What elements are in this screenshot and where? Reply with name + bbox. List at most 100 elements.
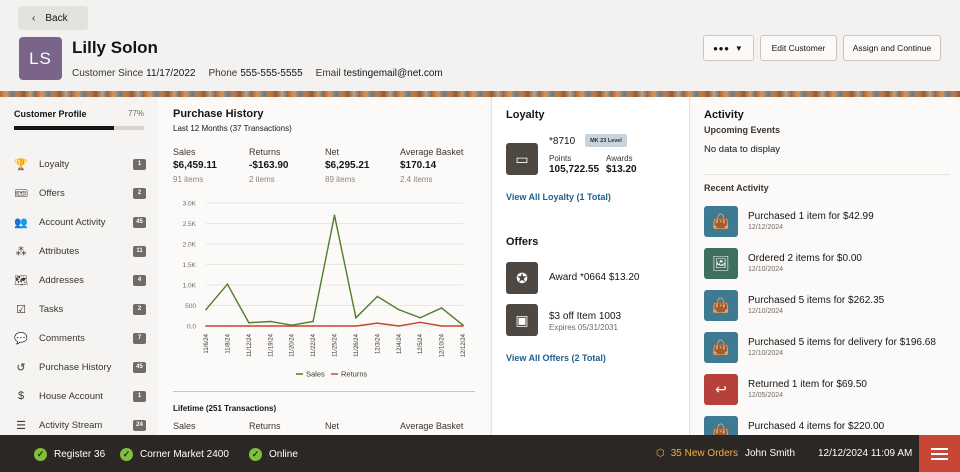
phone-label: Phone: [208, 68, 238, 79]
sidebar-item-label: Attributes: [39, 245, 80, 257]
edit-customer-button[interactable]: Edit Customer: [760, 35, 837, 61]
current-datetime: 12/12/2024 11:09 AM: [818, 448, 913, 459]
data-point-sales: [440, 307, 443, 309]
stat-items: 91 items: [173, 175, 204, 184]
sidebar-item-purchase-history[interactable]: ↺ Purchase History 45: [14, 358, 146, 376]
awards-value: $13.20: [606, 164, 637, 175]
count-badge: 45: [133, 216, 146, 228]
offer-text[interactable]: $3 off Item 1003: [549, 311, 622, 322]
stream-icon: ☰: [16, 419, 26, 432]
sidebar-item-label: Activity Stream: [39, 419, 103, 431]
new-orders-label: 35 New Orders: [670, 448, 738, 459]
lifetime-title: Lifetime (251 Transactions): [173, 404, 277, 413]
coupon-offer-icon[interactable]: ▣: [506, 304, 538, 336]
since-value: 11/17/2022: [146, 68, 196, 79]
dollar-icon: $: [17, 390, 25, 402]
stat-items: 2.4 items: [400, 175, 433, 184]
view-all-loyalty-link[interactable]: View All Loyalty (1 Total): [506, 192, 611, 202]
customer-header: ‹ Back LS Lilly Solon Customer Since 11/1…: [0, 0, 960, 91]
stat-value: $6,459.11: [173, 160, 217, 171]
register-status: ✓ Register 36: [34, 448, 105, 461]
activity-title: Purchased 4 items for $220.00: [748, 421, 885, 432]
chevron-left-icon: ‹: [32, 12, 36, 24]
legend-label: Returns: [341, 370, 368, 379]
history-icon: ↺: [16, 361, 26, 374]
sidebar-item-offers[interactable]: 🎟 Offers 2: [14, 184, 146, 202]
data-point-sales: [397, 308, 400, 311]
activity-item[interactable]: ↩ Returned 1 item for $69.50 12/05/2024: [704, 374, 944, 407]
sidebar-item-house-account[interactable]: $ House Account 1: [14, 387, 146, 405]
profile-progress: [14, 126, 144, 130]
decorative-banner: [0, 91, 960, 97]
count-badge: 45: [133, 361, 146, 373]
activity-date: 12/10/2024: [748, 266, 784, 273]
x-tick-label: 11/8/24: [225, 333, 231, 353]
since-label: Customer Since: [72, 68, 144, 79]
purchase-chart: 0.0 500 1.0K 1.5K 2.0K 2.5K 3.0K 11/6/24 11/8/24…: [183, 201, 467, 379]
data-point-returns: [440, 325, 443, 327]
sidebar-item-activity-stream[interactable]: ☰ Activity Stream 24: [14, 416, 146, 434]
current-user: John Smith: [745, 448, 796, 459]
award-offer-icon[interactable]: ✪: [506, 262, 538, 294]
profile-sidebar: Customer Profile 77% 🏆 Loyalty 1 🎟 Offers 2 👥 A…: [0, 97, 158, 435]
activity-item[interactable]: 👜 Purchased 1 item for $42.99 12/12/2024: [704, 206, 944, 239]
activity-item[interactable]: 👜 Purchased 5 items for $262.35 12/10/2024: [704, 290, 944, 323]
back-button[interactable]: ‹ Back: [18, 6, 88, 30]
bag-icon: 👜: [704, 332, 738, 363]
phone-value: 555-555-5555: [240, 68, 303, 79]
store-status: ✓ Corner Market 2400: [120, 448, 229, 461]
x-tick-label: 12/4/24: [397, 333, 403, 354]
purchase-history-subtitle: Last 12 Months (37 Transactions): [173, 124, 292, 133]
data-point-returns: [226, 325, 229, 327]
upcoming-events-label: Upcoming Events: [704, 125, 781, 135]
data-point-sales: [419, 317, 421, 319]
data-point-returns: [376, 322, 379, 324]
activity-title: Purchased 1 item for $42.99: [748, 211, 874, 222]
sidebar-item-loyalty[interactable]: 🏆 Loyalty 1: [14, 155, 146, 173]
check-circle-icon: ✓: [34, 448, 47, 461]
new-orders-indicator[interactable]: ⬡ 35 New Orders: [656, 448, 738, 459]
register-label: Register 36: [54, 449, 106, 460]
activity-title: Returned 1 item for $69.50: [748, 379, 867, 390]
sidebar-item-account-activity[interactable]: 👥 Account Activity 45: [14, 213, 146, 231]
data-point-sales: [226, 283, 229, 285]
data-point-returns: [462, 325, 464, 327]
y-tick-label: 2.0K: [183, 242, 197, 249]
sidebar-item-label: Comments: [39, 332, 85, 344]
activity-date: 12/05/2024: [748, 392, 784, 399]
return-icon: ↩: [704, 374, 738, 405]
data-point-sales: [333, 214, 336, 217]
sidebar-item-addresses[interactable]: 🗺 Addresses 4: [14, 271, 146, 289]
email-label: Email: [315, 68, 341, 79]
sidebar-item-label: Loyalty: [39, 158, 70, 170]
sidebar-item-tasks[interactable]: ☑ Tasks 2: [14, 300, 146, 318]
box-icon: ⬡: [656, 448, 665, 459]
loyalty-offers-panel: Loyalty ▭ *8710 MK 23 Level Points 105,7…: [491, 97, 690, 435]
data-point-returns: [333, 325, 336, 327]
x-tick-label: 11/26/24: [354, 333, 360, 357]
divider: [173, 391, 475, 392]
more-actions-button[interactable]: ••• ▼: [703, 35, 754, 61]
x-tick-label: 11/22/24: [311, 333, 317, 357]
y-tick-label: 1.0K: [183, 283, 197, 290]
loyalty-title: Loyalty: [506, 109, 545, 121]
x-tick-label: 11/25/24: [333, 333, 339, 357]
activity-item[interactable]: 🖼 Ordered 2 items for $0.00 12/10/2024: [704, 248, 944, 281]
activity-item[interactable]: 👜 Purchased 5 items for delivery for $196…: [704, 332, 944, 365]
stat-label: Average Basket: [400, 147, 464, 157]
offer-text[interactable]: Award *0664 $13.20: [549, 272, 640, 283]
lifetime-label: Sales: [173, 421, 196, 431]
assign-continue-button[interactable]: Assign and Continue: [843, 35, 941, 61]
status-bar: ✓ Register 36 ✓ Corner Market 2400 ✓ Onl…: [0, 435, 960, 472]
data-point-returns: [312, 325, 314, 327]
data-point-sales: [355, 317, 357, 319]
sidebar-item-comments[interactable]: 💬 Comments 7: [14, 329, 146, 347]
sidebar-item-attributes[interactable]: ⁂ Attributes 11: [14, 242, 146, 260]
hamburger-menu-button[interactable]: [919, 435, 960, 472]
stat-sales: Sales $6,459.11 91 items: [173, 147, 217, 184]
data-point-returns: [248, 325, 250, 327]
purchase-history-title: Purchase History: [173, 108, 264, 120]
view-all-offers-link[interactable]: View All Offers (2 Total): [506, 353, 606, 363]
stat-returns: Returns -$163.90 2 items: [249, 147, 288, 184]
stat-value: $170.14: [400, 160, 437, 171]
